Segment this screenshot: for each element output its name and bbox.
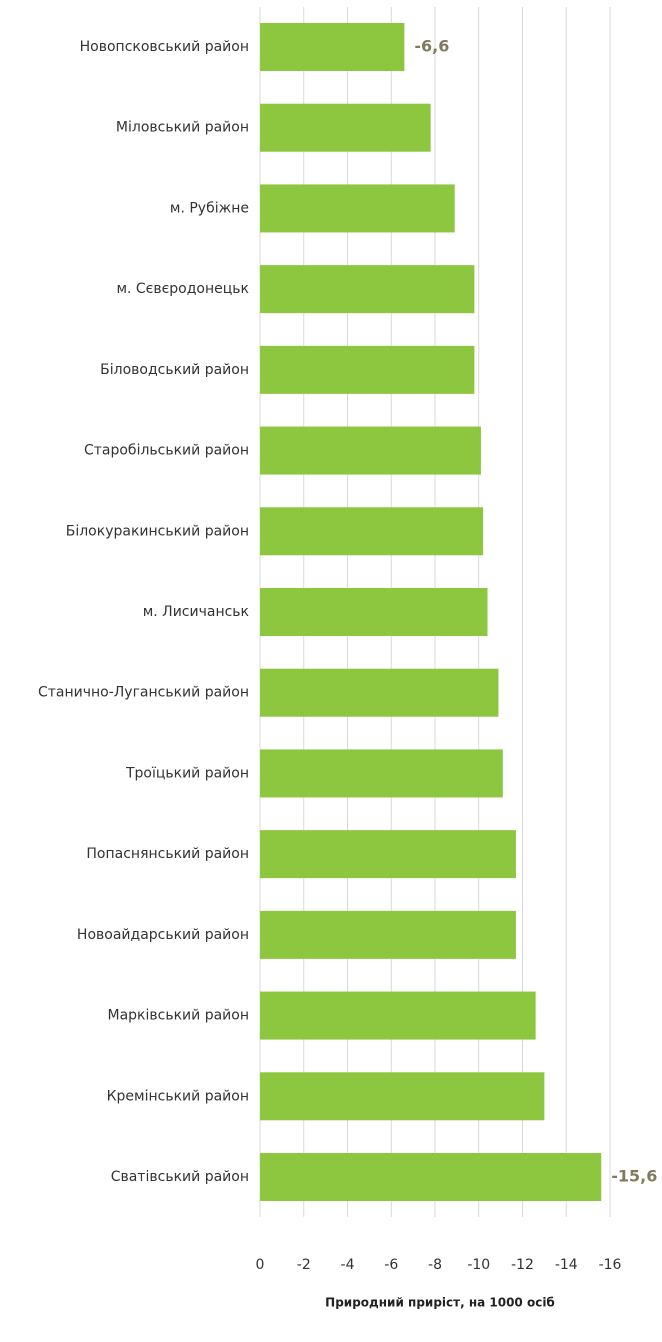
y-tick-label: Новопсковський район xyxy=(80,39,249,55)
x-tick-label: -8 xyxy=(428,1257,442,1273)
y-tick-label: Старобільський район xyxy=(84,443,249,459)
y-tick-label: Станично-Луганський район xyxy=(38,685,249,701)
x-tick-label: -14 xyxy=(555,1257,578,1273)
bar xyxy=(260,507,484,556)
y-tick-label: Сватівський район xyxy=(111,1169,249,1185)
y-tick-label: м. Сєвєродонецьк xyxy=(116,281,249,297)
bar xyxy=(260,991,536,1040)
y-tick-label: Марківський район xyxy=(108,1008,249,1024)
x-tick-label: -10 xyxy=(467,1257,490,1273)
bar xyxy=(260,1072,545,1121)
x-tick-label: 0 xyxy=(256,1257,265,1273)
bar xyxy=(260,23,405,71)
x-axis-title: Природний приріст, на 1000 осіб xyxy=(325,1296,555,1310)
bar xyxy=(260,910,516,959)
bar xyxy=(260,426,481,475)
x-tick-label: -4 xyxy=(341,1257,355,1273)
x-tick-label: -2 xyxy=(297,1257,311,1273)
y-tick-label: Новоайдарський район xyxy=(77,927,249,943)
bar xyxy=(260,103,431,152)
value-label: -6,6 xyxy=(414,37,449,56)
y-tick-label: Кремінський район xyxy=(107,1088,249,1104)
bar xyxy=(260,184,455,233)
x-tick-label: -6 xyxy=(384,1257,398,1273)
value-label: -15,6 xyxy=(611,1167,657,1186)
y-tick-label: м. Лисичанськ xyxy=(143,604,249,620)
y-tick-label: м. Рубіжне xyxy=(170,200,249,216)
bar xyxy=(260,588,488,636)
x-tick-label: -12 xyxy=(511,1257,534,1273)
bar xyxy=(260,668,499,717)
bar xyxy=(260,1153,602,1201)
y-tick-label: Білокуракинський район xyxy=(66,523,249,539)
bar xyxy=(260,265,475,314)
y-tick-label: Біловодський район xyxy=(100,362,249,378)
bar xyxy=(260,830,516,879)
y-tick-label: Троїцький район xyxy=(125,765,249,781)
bar xyxy=(260,345,475,394)
bar xyxy=(260,749,503,798)
x-tick-label: -16 xyxy=(599,1257,622,1273)
y-tick-label: Попаснянський район xyxy=(86,846,249,862)
y-tick-label: Міловський район xyxy=(116,120,249,136)
